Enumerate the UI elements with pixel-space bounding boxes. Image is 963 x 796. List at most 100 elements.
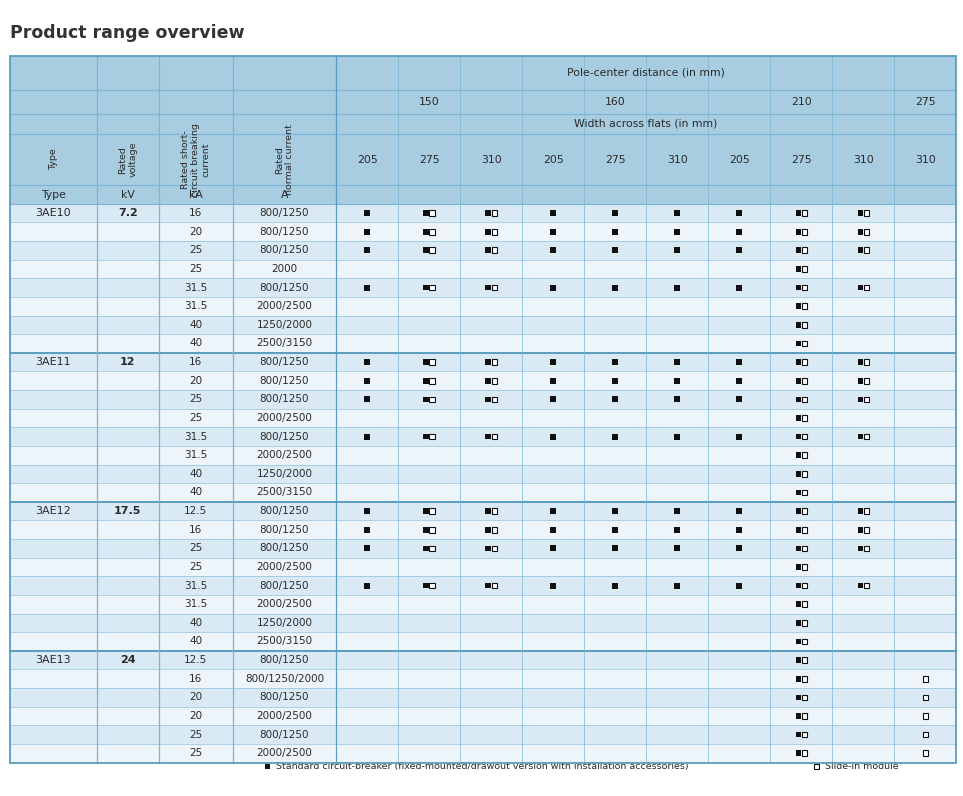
Bar <box>491 229 497 235</box>
Bar <box>801 378 807 384</box>
Bar <box>795 434 801 439</box>
Bar <box>795 564 801 570</box>
Bar <box>737 545 742 552</box>
Bar <box>864 396 869 402</box>
Bar <box>795 490 801 495</box>
Bar <box>857 359 863 365</box>
Bar <box>429 248 434 253</box>
Bar <box>801 434 807 439</box>
Bar <box>795 378 801 384</box>
Text: 20: 20 <box>189 693 202 702</box>
Text: 31.5: 31.5 <box>184 599 207 609</box>
Bar <box>485 527 491 533</box>
Bar <box>795 452 801 458</box>
Bar <box>424 378 429 384</box>
Bar <box>864 210 869 216</box>
Text: 24: 24 <box>119 655 136 665</box>
Bar <box>674 583 680 588</box>
Bar <box>265 763 270 770</box>
Bar <box>429 434 434 439</box>
Text: 2000/2500: 2000/2500 <box>256 451 312 460</box>
Text: 1250/2000: 1250/2000 <box>256 618 312 628</box>
Bar <box>424 527 429 533</box>
Bar <box>737 396 742 402</box>
Bar <box>857 248 863 253</box>
Bar <box>864 527 869 533</box>
Bar <box>10 259 956 279</box>
Bar <box>491 509 497 514</box>
Bar <box>364 248 370 253</box>
Text: 800/1250: 800/1250 <box>260 208 309 218</box>
Bar <box>429 545 434 551</box>
Bar <box>485 583 491 588</box>
Bar <box>550 545 556 552</box>
Text: 2000/2500: 2000/2500 <box>256 562 312 572</box>
Bar <box>795 210 801 216</box>
Bar <box>612 228 618 235</box>
Bar <box>10 297 956 315</box>
Bar <box>674 545 680 552</box>
Bar <box>485 359 491 365</box>
Bar <box>795 322 801 328</box>
Bar <box>864 285 869 291</box>
Bar <box>674 210 680 216</box>
Bar <box>429 527 434 533</box>
Text: Rated short-
circuit breaking
current: Rated short- circuit breaking current <box>181 123 211 197</box>
Bar <box>10 558 956 576</box>
Bar <box>801 564 807 570</box>
Bar <box>857 527 863 533</box>
Bar <box>864 434 869 439</box>
Text: 205: 205 <box>356 154 377 165</box>
Bar <box>10 539 956 558</box>
Bar <box>10 372 956 390</box>
Bar <box>795 620 801 626</box>
Text: 12: 12 <box>120 357 136 367</box>
Bar <box>364 396 370 402</box>
Text: 17.5: 17.5 <box>114 506 142 516</box>
Bar <box>550 378 556 384</box>
Bar <box>737 359 742 365</box>
Bar <box>801 583 807 588</box>
Bar <box>550 434 556 439</box>
Bar <box>923 676 928 681</box>
Bar <box>737 285 742 291</box>
Bar <box>923 713 928 719</box>
Text: 2000: 2000 <box>272 264 298 274</box>
Bar <box>801 638 807 644</box>
Text: 310: 310 <box>666 154 688 165</box>
Bar <box>674 508 680 514</box>
Bar <box>857 285 863 291</box>
Bar <box>429 210 434 216</box>
Bar <box>795 602 801 607</box>
Bar <box>801 303 807 309</box>
Text: 25: 25 <box>189 394 202 404</box>
Bar <box>485 434 491 439</box>
Bar <box>857 583 863 588</box>
Bar <box>364 210 370 216</box>
Bar <box>857 509 863 514</box>
Bar <box>612 359 618 365</box>
Bar <box>491 248 497 253</box>
Bar <box>10 501 956 521</box>
Bar <box>10 521 956 539</box>
Bar <box>737 583 742 588</box>
Bar <box>801 751 807 756</box>
Bar <box>795 471 801 477</box>
Text: 25: 25 <box>189 245 202 256</box>
Bar <box>550 583 556 588</box>
Bar <box>801 471 807 477</box>
Text: 20: 20 <box>189 711 202 721</box>
Bar <box>491 378 497 384</box>
Bar <box>10 408 956 427</box>
Bar <box>10 614 956 632</box>
Text: 205: 205 <box>729 154 749 165</box>
Bar <box>801 396 807 402</box>
Bar <box>923 695 928 700</box>
Bar <box>491 545 497 551</box>
Bar <box>612 527 618 533</box>
Text: 150: 150 <box>419 97 439 107</box>
Text: 2500/3150: 2500/3150 <box>256 338 312 349</box>
Bar <box>612 583 618 588</box>
Bar <box>550 228 556 235</box>
Bar <box>801 695 807 700</box>
